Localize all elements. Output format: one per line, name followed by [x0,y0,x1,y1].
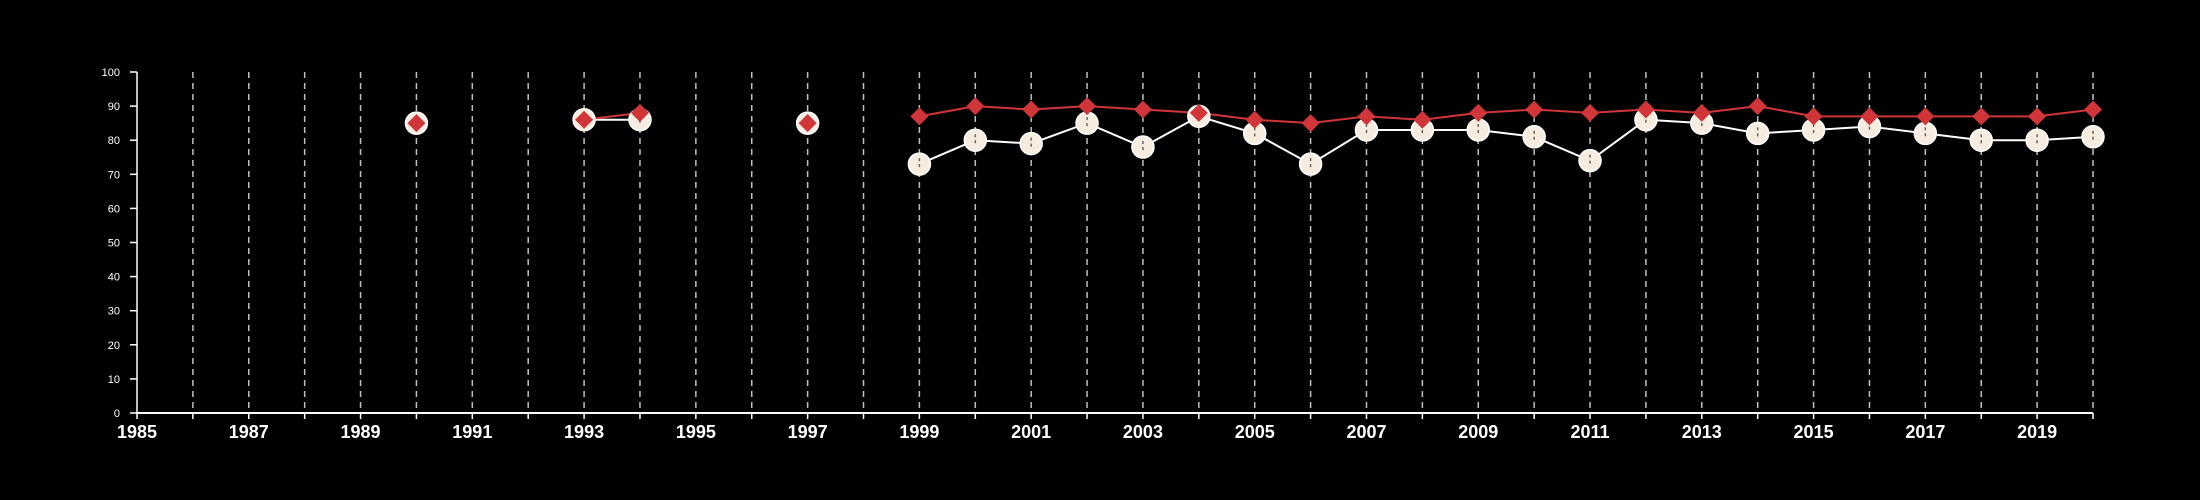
diamond-point-2009 [1469,103,1488,122]
diamond-point-2005 [1245,110,1264,129]
diamond-point-2004 [1189,103,1208,122]
series-2-segment-2006 [1310,115,1367,125]
diamond-point-1999 [910,107,929,126]
diamond-point-2015 [1804,107,1823,126]
x-tick-label-2019: 2019 [2017,422,2057,442]
series-2-segment-2012 [1645,108,1702,114]
series-2-segment-2001 [1031,105,1088,111]
x-tick-label-1985: 1985 [117,422,157,442]
y-tick-label-60: 60 [108,203,120,215]
x-tick-label-2007: 2007 [1346,422,1386,442]
axes: 0 10 20 30 40 50 60 70 80 90 100 1985 1987 1989 1991 19… [102,67,2094,442]
diamond-point-1990 [407,114,426,133]
diamond-point-2001 [1022,100,1041,119]
series-2-segment-2008 [1422,111,1479,121]
series-2-segment-1999 [919,105,976,118]
x-tick-label-1987: 1987 [229,422,269,442]
diamond-point-2003 [1133,100,1152,119]
x-tick-label-1999: 1999 [899,422,939,442]
x-tick-label-2017: 2017 [1905,422,1945,442]
x-tick-label-1995: 1995 [676,422,716,442]
y-tick-label-90: 90 [108,101,120,113]
circle-point-2002 [1075,111,1099,135]
diamond-point-2014 [1748,97,1767,116]
diamond-point-2002 [1078,97,1097,116]
diamond-point-2011 [1581,103,1600,122]
x-tick-label-1989: 1989 [341,422,381,442]
series-2-segment-2010 [1534,108,1591,114]
series-2-segment-2007 [1366,115,1423,121]
series-2-segment-2009 [1478,108,1535,114]
y-tick-label-50: 50 [108,238,120,250]
diamond-point-2019 [2028,107,2047,126]
y-tick-label-30: 30 [108,306,120,318]
x-tick-label-2013: 2013 [1682,422,1722,442]
x-tick-label-2005: 2005 [1235,422,1275,442]
diamond-point-2020 [2084,100,2102,119]
series-2-segment-2000 [975,105,1032,111]
x-tick-label-2015: 2015 [1794,422,1834,442]
diamond-point-2006 [1301,114,1320,133]
series-2-segment-2019 [2036,108,2094,118]
diamond-point-2017 [1916,107,1935,126]
x-tick-label-2011: 2011 [1570,422,1609,442]
series-2-segment-2013 [1701,105,1758,114]
x-tick-label-2001: 2001 [1011,422,1051,442]
y-tick-label-20: 20 [108,340,120,352]
markers [404,97,2105,176]
y-tick-label-80: 80 [108,135,120,147]
y-tick-label-70: 70 [108,169,120,181]
diamond-point-2012 [1636,100,1655,119]
y-tick-label-100: 100 [102,67,120,79]
diamond-point-2007 [1357,107,1376,126]
diamond-point-1994 [630,103,649,122]
x-tick-label-2003: 2003 [1123,422,1163,442]
y-tick-label-0: 0 [114,408,120,420]
diamond-point-2018 [1972,107,1991,126]
x-tick-label-2009: 2009 [1458,422,1498,442]
series-2-segment-2005 [1254,118,1311,125]
x-tick-label-1993: 1993 [564,422,604,442]
diamond-point-2013 [1692,103,1711,122]
y-tick-label-10: 10 [108,374,120,386]
series-2-segment-2002 [1086,105,1144,111]
diamond-point-2016 [1860,107,1879,126]
diamond-point-2000 [966,97,985,116]
diamond-point-2008 [1413,110,1432,129]
series-2-segment-2011 [1589,108,1646,114]
diamond-point-2010 [1525,100,1544,119]
x-tick-label-1991: 1991 [452,422,492,442]
x-tick-label-1997: 1997 [788,422,828,442]
series-2-segment-2014 [1757,105,1814,118]
diamond-point-1993 [575,110,594,129]
diamond-point-1997 [798,114,817,133]
y-tick-label-40: 40 [108,272,120,284]
